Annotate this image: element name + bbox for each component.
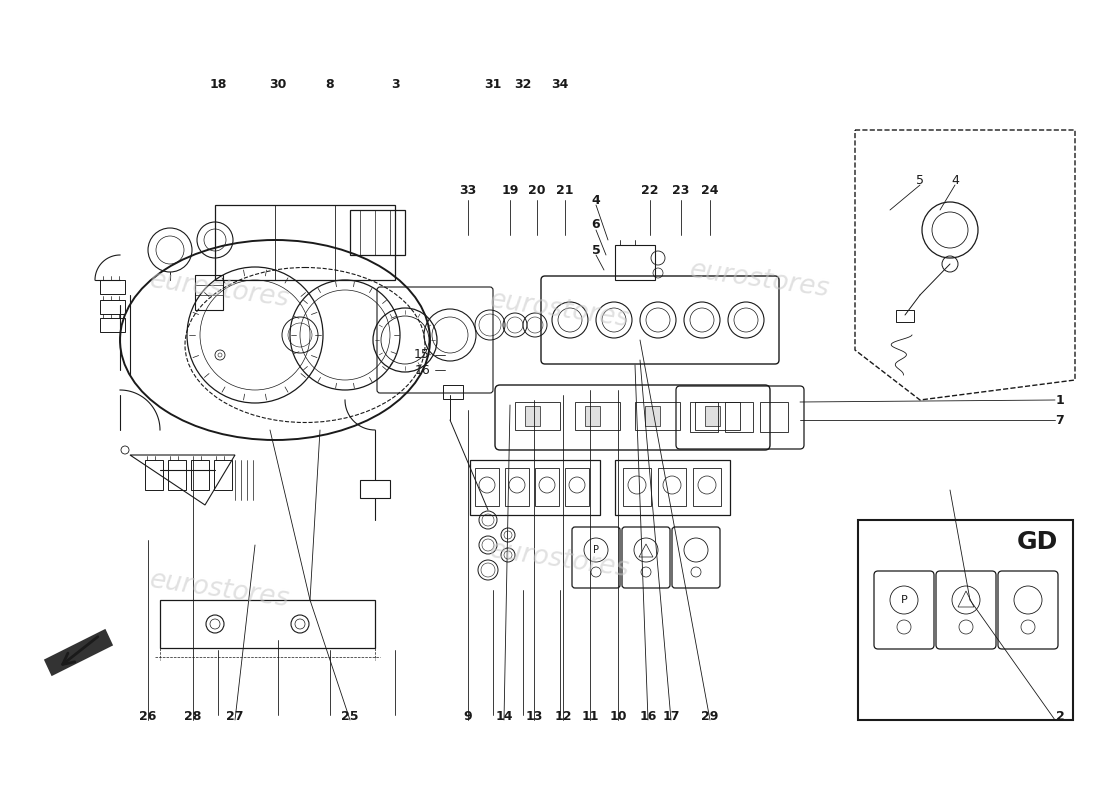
- Bar: [100, 280, 125, 294]
- Bar: [525, 406, 540, 426]
- Text: 15: 15: [414, 349, 430, 362]
- Text: 2: 2: [1056, 710, 1065, 723]
- Polygon shape: [45, 630, 112, 675]
- Bar: [615, 245, 654, 280]
- Bar: [360, 480, 390, 498]
- Bar: [645, 406, 660, 426]
- Text: 6: 6: [592, 218, 601, 231]
- Bar: [443, 385, 463, 399]
- Text: eurostores: eurostores: [689, 258, 832, 302]
- Bar: [693, 468, 720, 506]
- Bar: [470, 460, 600, 515]
- Text: 8: 8: [326, 78, 334, 91]
- Text: P: P: [901, 595, 908, 605]
- Text: 10: 10: [609, 710, 627, 723]
- Bar: [168, 460, 186, 490]
- Bar: [623, 468, 651, 506]
- Bar: [705, 406, 720, 426]
- Bar: [658, 468, 686, 506]
- Bar: [214, 460, 232, 490]
- Text: 24: 24: [702, 183, 718, 197]
- Text: 23: 23: [672, 183, 690, 197]
- Text: 5: 5: [916, 174, 924, 186]
- Bar: [635, 402, 680, 430]
- Text: 17: 17: [662, 710, 680, 723]
- Text: 14: 14: [495, 710, 513, 723]
- Text: 16: 16: [639, 710, 657, 723]
- Text: 29: 29: [702, 710, 718, 723]
- Bar: [214, 205, 395, 280]
- Text: 34: 34: [551, 78, 569, 91]
- Text: 18: 18: [209, 78, 227, 91]
- Text: GD: GD: [1016, 530, 1058, 554]
- Bar: [191, 460, 209, 490]
- Bar: [195, 275, 223, 310]
- Text: 13: 13: [526, 710, 542, 723]
- Text: 1: 1: [1056, 394, 1065, 406]
- Bar: [615, 460, 730, 515]
- Text: eurostores: eurostores: [148, 267, 292, 313]
- Bar: [160, 600, 375, 648]
- Text: 19: 19: [502, 183, 519, 197]
- Bar: [690, 402, 718, 432]
- Bar: [725, 402, 754, 432]
- Text: 27: 27: [227, 710, 244, 723]
- Bar: [896, 310, 914, 322]
- Bar: [565, 468, 588, 506]
- Text: 4: 4: [952, 174, 959, 186]
- Text: 7: 7: [1056, 414, 1065, 426]
- Text: 20: 20: [528, 183, 546, 197]
- Bar: [100, 300, 125, 314]
- Text: 12: 12: [554, 710, 572, 723]
- Text: 5: 5: [592, 243, 601, 257]
- Bar: [100, 318, 125, 332]
- Text: 26: 26: [140, 710, 156, 723]
- Text: 22: 22: [641, 183, 659, 197]
- Bar: [585, 406, 600, 426]
- Bar: [515, 402, 560, 430]
- Text: eurostores: eurostores: [488, 538, 631, 582]
- Text: 9: 9: [464, 710, 472, 723]
- Text: 30: 30: [270, 78, 287, 91]
- Text: 4: 4: [592, 194, 601, 206]
- Text: 25: 25: [341, 710, 359, 723]
- Bar: [760, 402, 788, 432]
- Bar: [535, 468, 559, 506]
- Text: eurostores: eurostores: [148, 567, 292, 613]
- Bar: [695, 402, 740, 430]
- Text: 11: 11: [581, 710, 598, 723]
- Text: 31: 31: [484, 78, 502, 91]
- Text: eurostores: eurostores: [488, 287, 631, 333]
- Bar: [858, 520, 1072, 720]
- Bar: [475, 468, 499, 506]
- Text: 33: 33: [460, 183, 476, 197]
- Text: 21: 21: [557, 183, 574, 197]
- Bar: [350, 210, 405, 255]
- Bar: [145, 460, 163, 490]
- Text: 3: 3: [390, 78, 399, 91]
- Text: 32: 32: [515, 78, 531, 91]
- Text: 28: 28: [185, 710, 201, 723]
- Text: 16: 16: [415, 363, 430, 377]
- Bar: [575, 402, 620, 430]
- Text: P: P: [593, 545, 600, 555]
- Bar: [505, 468, 529, 506]
